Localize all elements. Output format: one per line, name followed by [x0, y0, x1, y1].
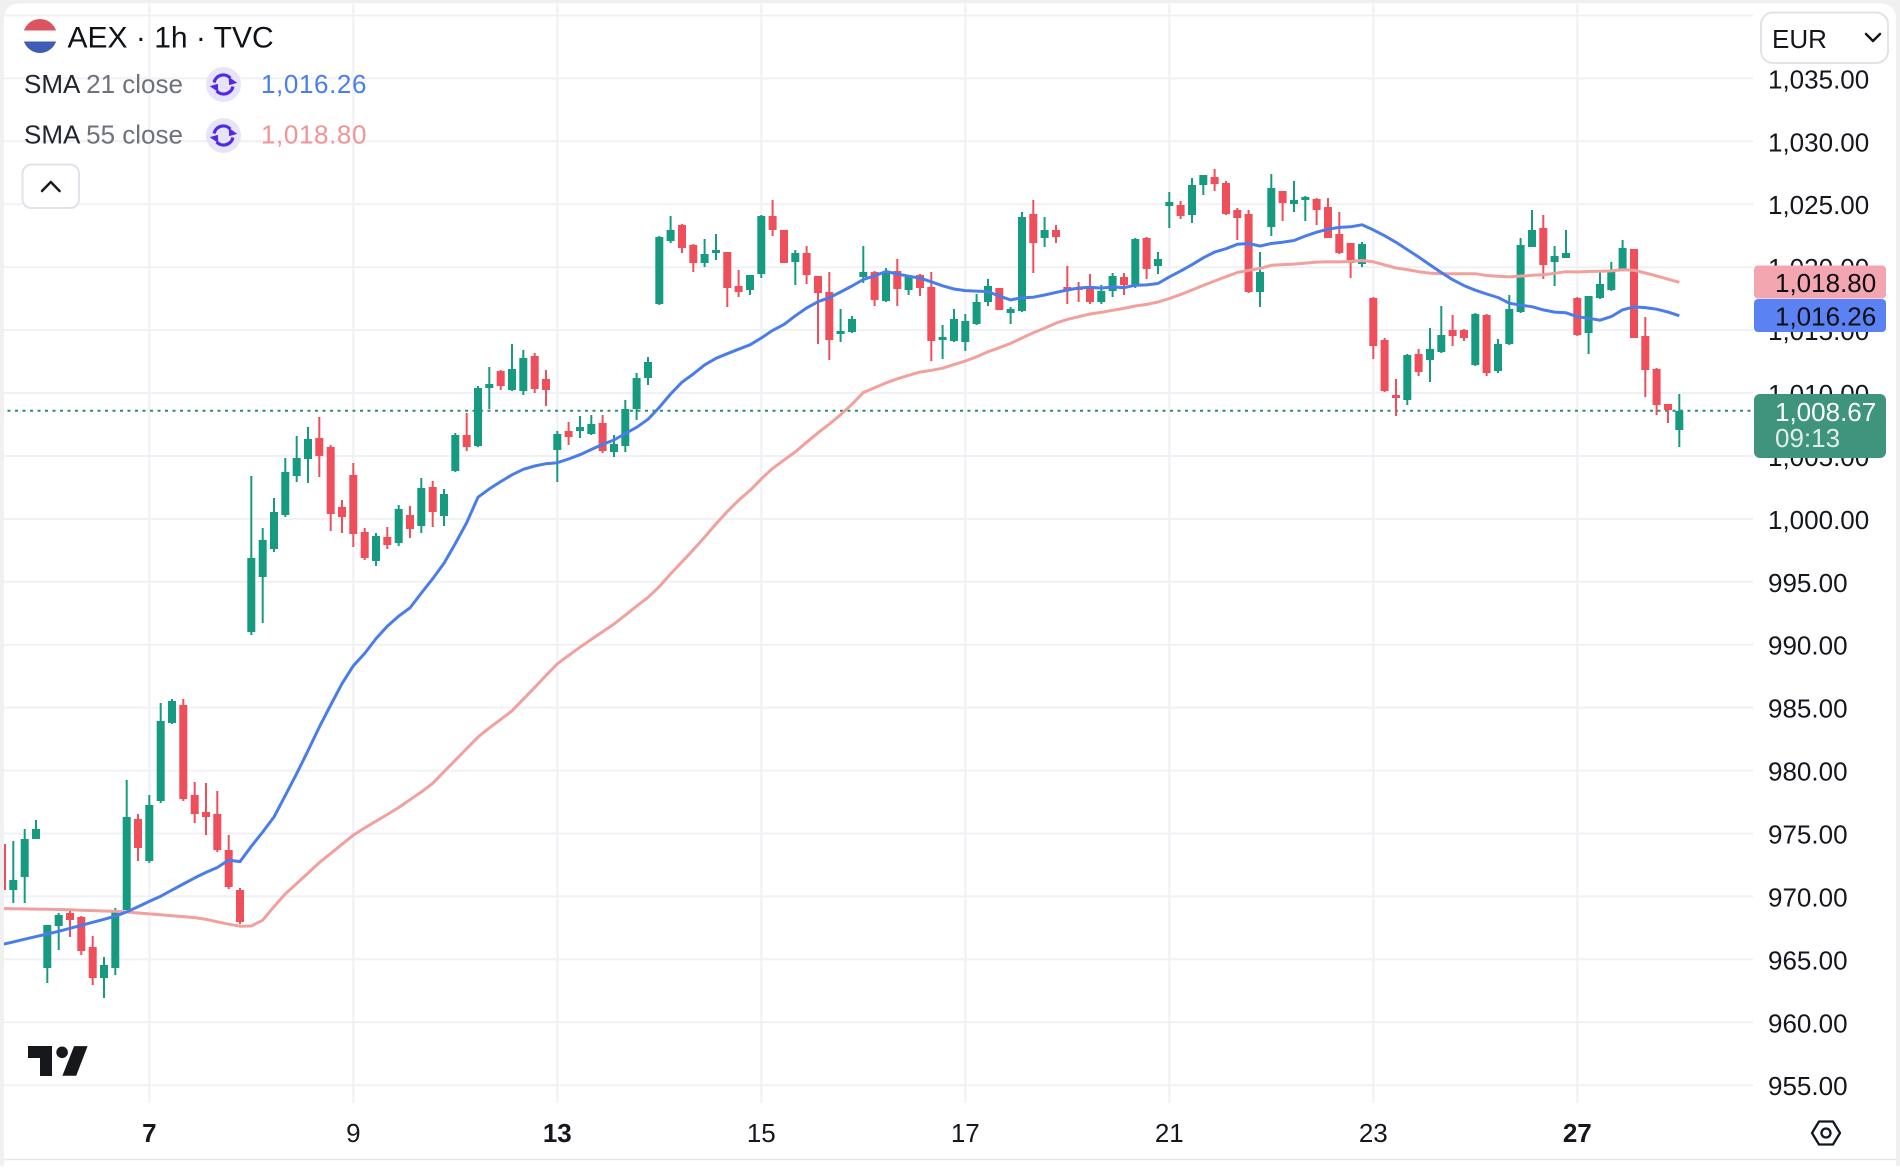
svg-text:27: 27	[1563, 1118, 1592, 1148]
svg-text:1,008.67: 1,008.67	[1775, 397, 1876, 427]
svg-text:985.00: 985.00	[1768, 694, 1848, 724]
svg-text:975.00: 975.00	[1768, 820, 1848, 850]
svg-text:970.00: 970.00	[1768, 882, 1848, 912]
svg-text:AEX · 1h · TVC: AEX · 1h · TVC	[68, 22, 274, 55]
svg-text:EUR: EUR	[1772, 24, 1827, 54]
svg-text:1,018.80: 1,018.80	[261, 120, 367, 150]
svg-text:990.00: 990.00	[1768, 631, 1848, 661]
svg-text:960.00: 960.00	[1768, 1008, 1848, 1038]
svg-text:1,016.26: 1,016.26	[1775, 302, 1876, 332]
svg-text:SMA 55 close: SMA 55 close	[24, 120, 183, 150]
svg-text:1,025.00: 1,025.00	[1768, 190, 1869, 220]
svg-text:995.00: 995.00	[1768, 568, 1848, 598]
svg-text:13: 13	[543, 1118, 572, 1148]
svg-text:1,016.26: 1,016.26	[261, 69, 367, 99]
svg-text:SMA 21 close: SMA 21 close	[24, 69, 183, 99]
svg-text:09:13: 09:13	[1775, 423, 1840, 453]
svg-text:1,035.00: 1,035.00	[1768, 64, 1869, 94]
svg-text:7: 7	[142, 1118, 156, 1148]
svg-text:9: 9	[346, 1118, 360, 1148]
svg-text:955.00: 955.00	[1768, 1071, 1848, 1101]
svg-text:23: 23	[1359, 1118, 1388, 1148]
svg-text:17: 17	[951, 1118, 980, 1148]
svg-text:1,000.00: 1,000.00	[1768, 505, 1869, 535]
svg-text:980.00: 980.00	[1768, 757, 1848, 787]
svg-text:21: 21	[1155, 1118, 1184, 1148]
svg-text:15: 15	[747, 1118, 776, 1148]
svg-text:1,018.80: 1,018.80	[1775, 268, 1876, 298]
svg-text:965.00: 965.00	[1768, 945, 1848, 975]
svg-text:1,030.00: 1,030.00	[1768, 127, 1869, 157]
